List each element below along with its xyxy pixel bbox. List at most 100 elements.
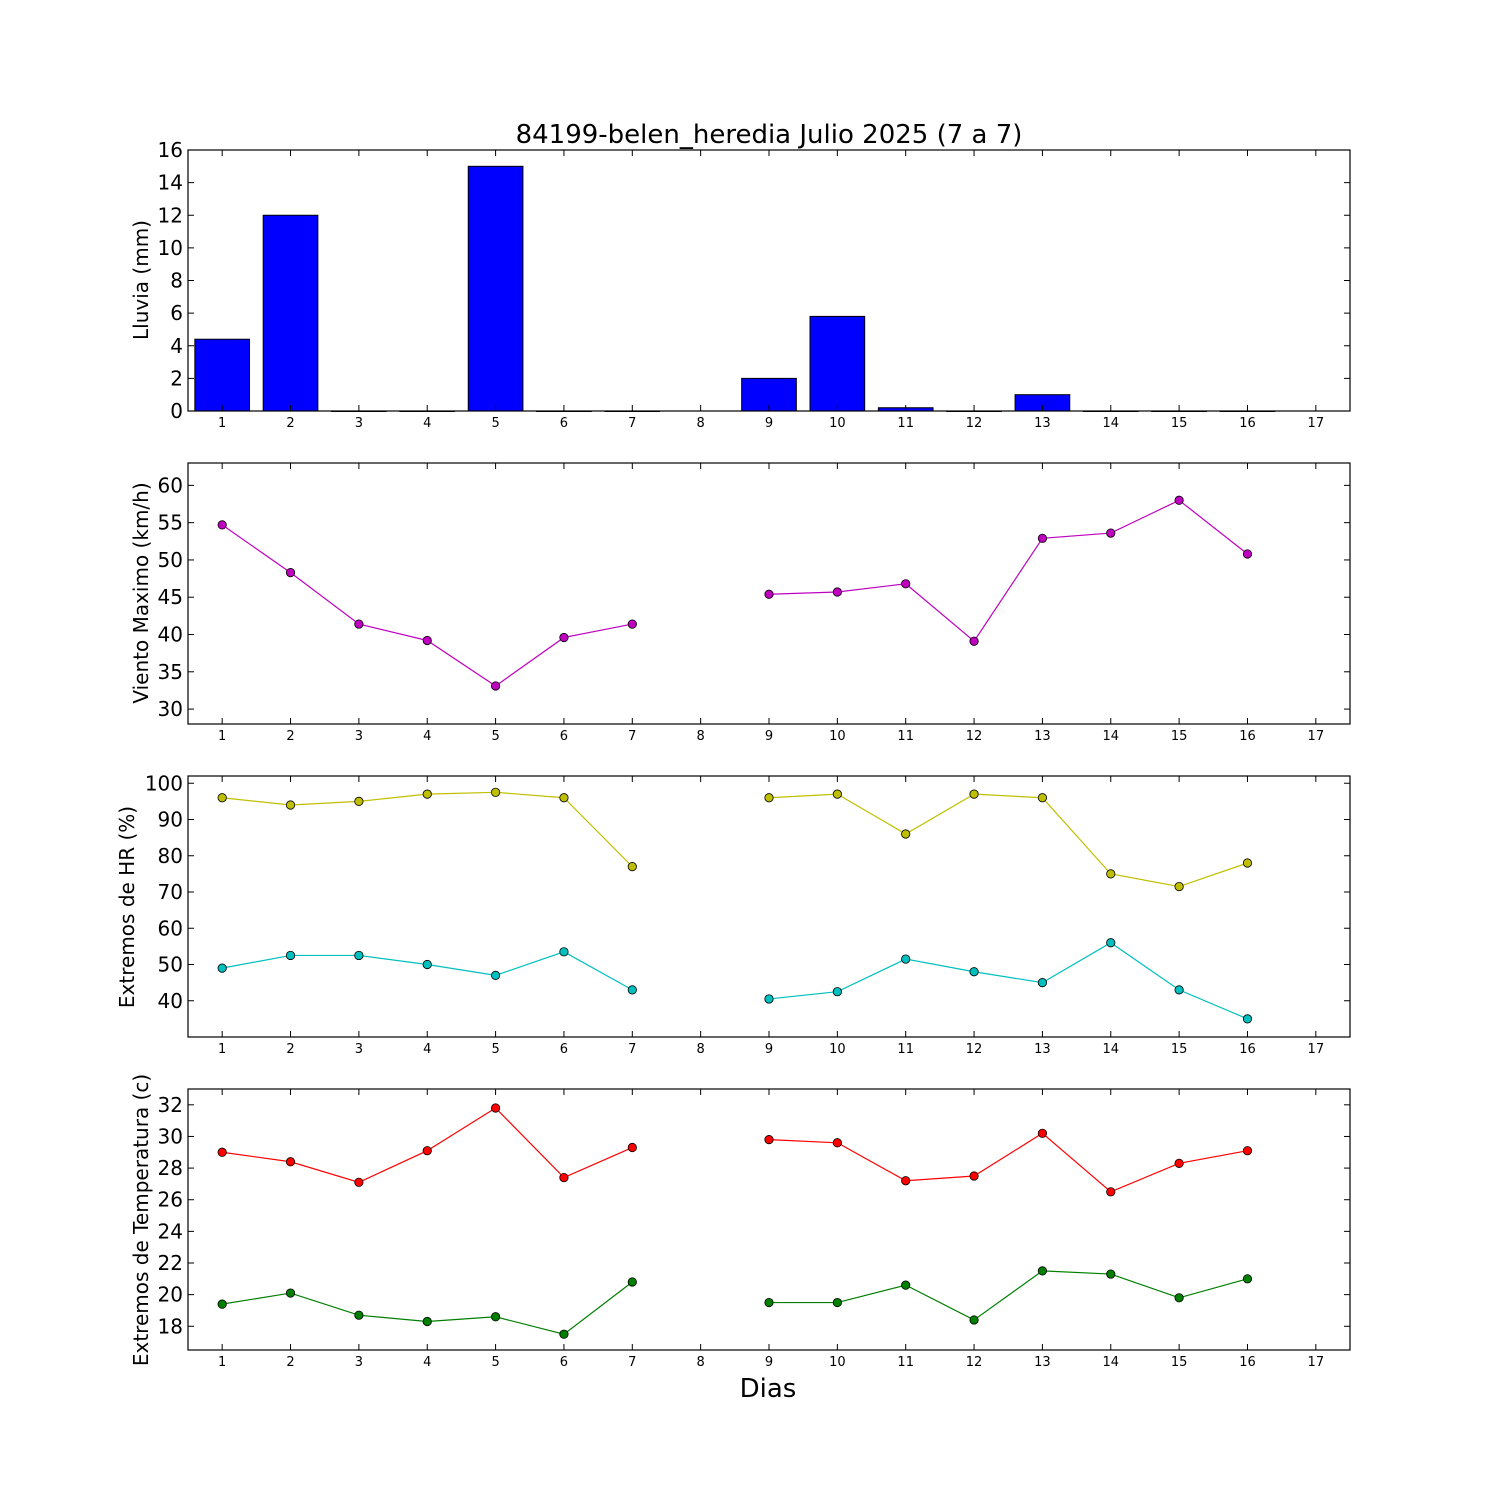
humidity-x-tick-label: 4 xyxy=(423,1042,431,1057)
temperature-series-1-point-day-15 xyxy=(1174,1293,1184,1303)
humidity-x-tick-label: 5 xyxy=(491,1042,499,1057)
wind-x-tick-label: 17 xyxy=(1308,729,1325,744)
rain-x-tick-label: 9 xyxy=(765,416,773,431)
temperature-x-tick-label: 17 xyxy=(1308,1355,1325,1370)
rain-y-tick-label: 10 xyxy=(158,236,183,260)
wind-x-tick-label: 3 xyxy=(355,729,363,744)
rain-bar-day-10 xyxy=(809,315,866,412)
humidity-series-1-point-day-12 xyxy=(969,967,979,977)
rain-x-tick-label: 4 xyxy=(423,416,431,431)
wind-y-tick-label: 50 xyxy=(158,548,183,572)
temperature-series-1-point-day-10 xyxy=(832,1297,842,1308)
humidity-series-0-point-day-13 xyxy=(1037,793,1048,803)
wind-y-tick-label: 35 xyxy=(158,660,183,684)
temperature-x-tick-label: 1 xyxy=(218,1355,226,1370)
wind-series-0-point-day-5 xyxy=(490,681,501,691)
temperature-series-1-point-day-11 xyxy=(901,1280,911,1290)
humidity-series-0-point-day-7 xyxy=(627,862,637,872)
humidity-series-1-point-day-11 xyxy=(901,954,911,964)
humidity-series-1-point-day-1 xyxy=(217,963,227,973)
temperature-y-tick-label: 20 xyxy=(158,1283,183,1307)
humidity-series-0-point-day-5 xyxy=(490,787,501,797)
wind-x-tick-label: 15 xyxy=(1171,729,1188,744)
temperature-y-tick-label: 24 xyxy=(158,1219,183,1243)
wind-series-0-point-day-14 xyxy=(1106,528,1116,538)
temperature-panel: Extremos de Temperatura (c) 182022242628… xyxy=(129,1074,1351,1370)
rain-x-tick-label: 8 xyxy=(697,416,705,431)
temperature-series-1-point-day-9 xyxy=(764,1297,774,1308)
humidity-series-1-point-day-14 xyxy=(1106,938,1116,948)
humidity-y-tick-label: 80 xyxy=(158,844,183,868)
temperature-series-0-point-day-5 xyxy=(490,1103,501,1113)
temperature-x-tick-label: 9 xyxy=(765,1355,773,1370)
rain-y-tick-label: 0 xyxy=(170,399,183,423)
temperature-x-tick-label: 8 xyxy=(697,1355,705,1370)
temperature-series-0-point-day-12 xyxy=(969,1171,979,1181)
rain-bar-day-2 xyxy=(262,214,319,412)
rain-x-tick-label: 12 xyxy=(966,416,983,431)
temperature-series-0-point-day-4 xyxy=(422,1146,432,1156)
rain-x-tick-label: 5 xyxy=(491,416,499,431)
rain-x-tick-label: 7 xyxy=(628,416,636,431)
wind-x-tick-label: 7 xyxy=(628,729,636,744)
rain-x-tick-label: 1 xyxy=(218,416,226,431)
temperature-series-1-line xyxy=(769,1270,1248,1321)
wind-series-0-point-day-3 xyxy=(354,619,364,629)
rain-x-tick-label: 15 xyxy=(1171,416,1188,431)
humidity-y-tick-label: 90 xyxy=(158,808,183,832)
humidity-y-tick-label: 50 xyxy=(158,953,183,977)
rain-x-tick-label: 13 xyxy=(1034,416,1051,431)
humidity-series-0-point-day-1 xyxy=(217,793,227,803)
temperature-y-tick-label: 30 xyxy=(158,1124,183,1148)
rain-x-tick-label: 3 xyxy=(355,416,363,431)
wind-x-tick-label: 11 xyxy=(897,729,914,744)
humidity-series-1-point-day-13 xyxy=(1037,978,1048,988)
wind-x-tick-label: 13 xyxy=(1034,729,1051,744)
humidity-x-tick-label: 14 xyxy=(1102,1042,1119,1057)
humidity-series-0-point-day-15 xyxy=(1174,881,1184,892)
temperature-x-tick-label: 2 xyxy=(286,1355,294,1370)
humidity-series-1-point-day-9 xyxy=(764,994,774,1004)
temperature-x-tick-label: 3 xyxy=(355,1355,363,1370)
rain-x-tick-label: 14 xyxy=(1102,416,1119,431)
temperature-y-tick-label: 18 xyxy=(158,1314,183,1338)
rain-y-tick-label: 14 xyxy=(158,171,183,195)
temperature-x-tick-label: 11 xyxy=(897,1355,914,1370)
rain-y-tick-label: 8 xyxy=(170,269,183,293)
humidity-series-1-point-day-16 xyxy=(1242,1014,1253,1024)
temperature-y-tick-label: 28 xyxy=(158,1156,183,1180)
temperature-series-0-point-day-10 xyxy=(832,1138,842,1148)
temperature-series-0-point-day-2 xyxy=(285,1157,296,1167)
temperature-series-0-point-day-13 xyxy=(1037,1128,1048,1138)
temperature-x-tick-label: 6 xyxy=(560,1355,568,1370)
rain-y-tick-label: 16 xyxy=(158,138,183,162)
humidity-y-tick-label: 70 xyxy=(158,880,183,904)
temperature-series-0-line xyxy=(768,1132,1248,1193)
wind-x-tick-label: 6 xyxy=(560,729,568,744)
wind-series-0-point-day-13 xyxy=(1037,533,1048,543)
rain-x-tick-label: 2 xyxy=(286,416,294,431)
chart-title: 84199-belen_heredia Julio 2025 (7 a 7) xyxy=(516,120,1023,150)
humidity-x-tick-label: 7 xyxy=(628,1042,636,1057)
rain-x-tick-label: 10 xyxy=(829,416,846,431)
humidity-series-1-point-day-5 xyxy=(490,970,501,980)
wind-series-0-point-day-15 xyxy=(1174,495,1184,505)
rain-y-tick-label: 6 xyxy=(170,301,183,325)
temperature-x-tick-label: 12 xyxy=(966,1355,983,1370)
temperature-series-1-point-day-14 xyxy=(1106,1269,1116,1279)
rain-x-tick-label: 16 xyxy=(1239,416,1256,431)
humidity-series-0-point-day-16 xyxy=(1242,858,1253,868)
wind-series-0-point-day-6 xyxy=(559,632,569,643)
humidity-x-tick-label: 10 xyxy=(829,1042,846,1057)
temperature-x-tick-label: 5 xyxy=(491,1355,499,1370)
temperature-series-0-point-day-3 xyxy=(354,1177,364,1187)
rain-y-tick-label: 4 xyxy=(170,334,183,358)
humidity-series-1-line xyxy=(768,942,1248,1020)
temperature-x-tick-label: 13 xyxy=(1034,1355,1051,1370)
rain-x-tick-label: 17 xyxy=(1308,416,1325,431)
humidity-series-0-point-day-14 xyxy=(1106,869,1116,879)
